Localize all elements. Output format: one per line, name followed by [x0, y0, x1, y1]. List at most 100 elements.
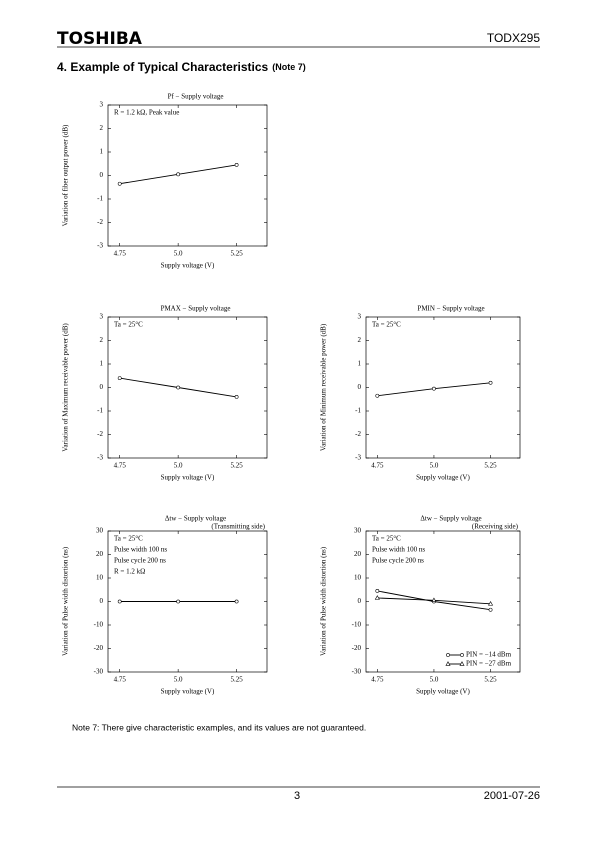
- y-axis-label: Variation of Pulse width distortion (ns): [62, 546, 70, 656]
- y-tick-label: -1: [97, 195, 103, 203]
- marker: [445, 661, 451, 666]
- legend-label: PIN = −27 dBm: [466, 660, 512, 668]
- marker: [117, 376, 122, 381]
- x-tick-label: 5.0: [174, 462, 183, 470]
- y-tick-label: -1: [97, 407, 103, 415]
- y-tick-label: -30: [94, 668, 104, 676]
- annotation: R = 1.2 kΩ: [114, 568, 145, 576]
- y-tick-label: -2: [97, 430, 103, 438]
- y-axis-label: Variation of Maximum receivable power (d…: [62, 323, 70, 452]
- marker: [117, 599, 122, 604]
- y-tick-label: -3: [355, 454, 361, 462]
- y-tick-label: 2: [100, 336, 104, 344]
- plot-frame: [107, 316, 268, 459]
- y-tick-label: -30: [352, 668, 362, 676]
- marker: [234, 163, 239, 167]
- y-tick-label: 3: [358, 313, 362, 321]
- x-tick-label: 5.25: [230, 462, 243, 470]
- x-tick-label: 5.25: [484, 462, 497, 470]
- chart: PMAX − Supply voltage -3 -2 -1 0 1 2 3 4.75 5.0 5.…: [62, 305, 268, 482]
- y-tick-label: 30: [96, 527, 104, 535]
- note-ref: (Note 7): [272, 62, 306, 72]
- y-tick-label: 1: [358, 360, 362, 368]
- y-tick-label: 20: [96, 550, 104, 558]
- y-tick-label: 10: [96, 574, 104, 582]
- annotation: Ta = 25°C: [114, 535, 143, 543]
- x-tick-label: 5.0: [174, 250, 183, 258]
- annotation: R = 1.2 kΩ, Peak value: [114, 109, 179, 117]
- x-tick-label: 5.0: [174, 676, 183, 684]
- marker: [460, 653, 464, 657]
- y-axis-label: Variation of Minimum receivable power (d…: [320, 323, 328, 451]
- y-tick-label: -3: [97, 242, 103, 250]
- date: 2001-07-26: [484, 790, 540, 802]
- y-tick-label: -3: [97, 454, 103, 462]
- y-tick-label: 1: [100, 360, 104, 368]
- chart: Δtw − Supply voltage(Transmitting side) -…: [62, 515, 268, 696]
- chart-subtitle: (Transmitting side): [211, 523, 265, 531]
- y-tick-label: 0: [358, 383, 362, 391]
- y-tick-label: 2: [100, 124, 104, 132]
- x-tick-label: 5.25: [230, 250, 243, 258]
- x-tick-label: 5.25: [484, 676, 497, 684]
- page-number: 3: [294, 790, 300, 802]
- marker: [117, 181, 122, 186]
- chart-title: Δtw − Supply voltage: [165, 515, 226, 523]
- marker: [176, 385, 181, 390]
- y-tick-label: 20: [354, 550, 362, 558]
- annotation: Pulse width 100 ns: [114, 546, 167, 554]
- chart-title: Δtw − Supply voltage: [420, 515, 481, 523]
- marker: [176, 599, 181, 604]
- chart: PMIN − Supply voltage -3 -2 -1 0 1 2 3 4.75 5.0 5.…: [320, 305, 521, 482]
- annotation: Pulse width 100 ns: [372, 546, 425, 554]
- marker: [234, 394, 239, 399]
- y-tick-label: 0: [100, 171, 104, 179]
- marker: [375, 393, 380, 398]
- y-tick-label: -10: [352, 621, 362, 629]
- section-heading: 4. Example of Typical Characteristics: [57, 60, 269, 74]
- y-tick-label: -20: [94, 644, 104, 652]
- marker: [446, 653, 450, 657]
- y-tick-label: 30: [354, 527, 362, 535]
- x-axis-label: Supply voltage (V): [161, 262, 215, 270]
- x-axis-label: Supply voltage (V): [416, 688, 470, 696]
- marker: [488, 380, 493, 385]
- annotation: Ta = 25°C: [372, 535, 401, 543]
- x-axis-label: Supply voltage (V): [161, 474, 215, 482]
- marker: [375, 589, 380, 593]
- x-tick-label: 4.75: [114, 250, 127, 258]
- marker: [176, 172, 181, 177]
- y-tick-label: -2: [97, 218, 103, 226]
- y-tick-label: -20: [352, 644, 362, 652]
- y-tick-label: -2: [355, 430, 361, 438]
- y-tick-label: 0: [358, 597, 362, 605]
- annotation: Ta = 25°C: [372, 321, 401, 329]
- annotation: Pulse cycle 200 ns: [372, 557, 424, 565]
- y-tick-label: 2: [358, 336, 362, 344]
- y-tick-label: 0: [100, 597, 104, 605]
- y-tick-label: -1: [355, 407, 361, 415]
- marker: [459, 661, 465, 666]
- x-tick-label: 4.75: [114, 676, 127, 684]
- y-tick-label: 0: [100, 383, 104, 391]
- logo: TOSHIBA: [57, 29, 143, 49]
- y-tick-label: 3: [100, 313, 104, 321]
- x-tick-label: 4.75: [371, 462, 384, 470]
- x-tick-label: 4.75: [371, 676, 384, 684]
- chart: Pf − Supply voltage -3 -2 -1 0 1 2 3 4.75 5.0 5.25…: [62, 93, 268, 270]
- chart: Δtw − Supply voltage(Receiving side) -30 -…: [320, 515, 521, 696]
- marker: [432, 386, 436, 391]
- y-tick-label: 3: [100, 101, 104, 109]
- chart-title: Pf − Supply voltage: [168, 93, 224, 101]
- section-title: 4. Example of Typical Characteristics (No…: [57, 60, 306, 74]
- x-tick-label: 4.75: [114, 462, 127, 470]
- x-tick-label: 5.0: [430, 462, 439, 470]
- chart-title: PMAX − Supply voltage: [161, 305, 231, 313]
- chart-title: PMIN − Supply voltage: [417, 305, 484, 313]
- marker: [374, 595, 380, 600]
- marker: [488, 601, 494, 606]
- x-axis-label: Supply voltage (V): [416, 474, 470, 482]
- x-axis-label: Supply voltage (V): [161, 688, 215, 696]
